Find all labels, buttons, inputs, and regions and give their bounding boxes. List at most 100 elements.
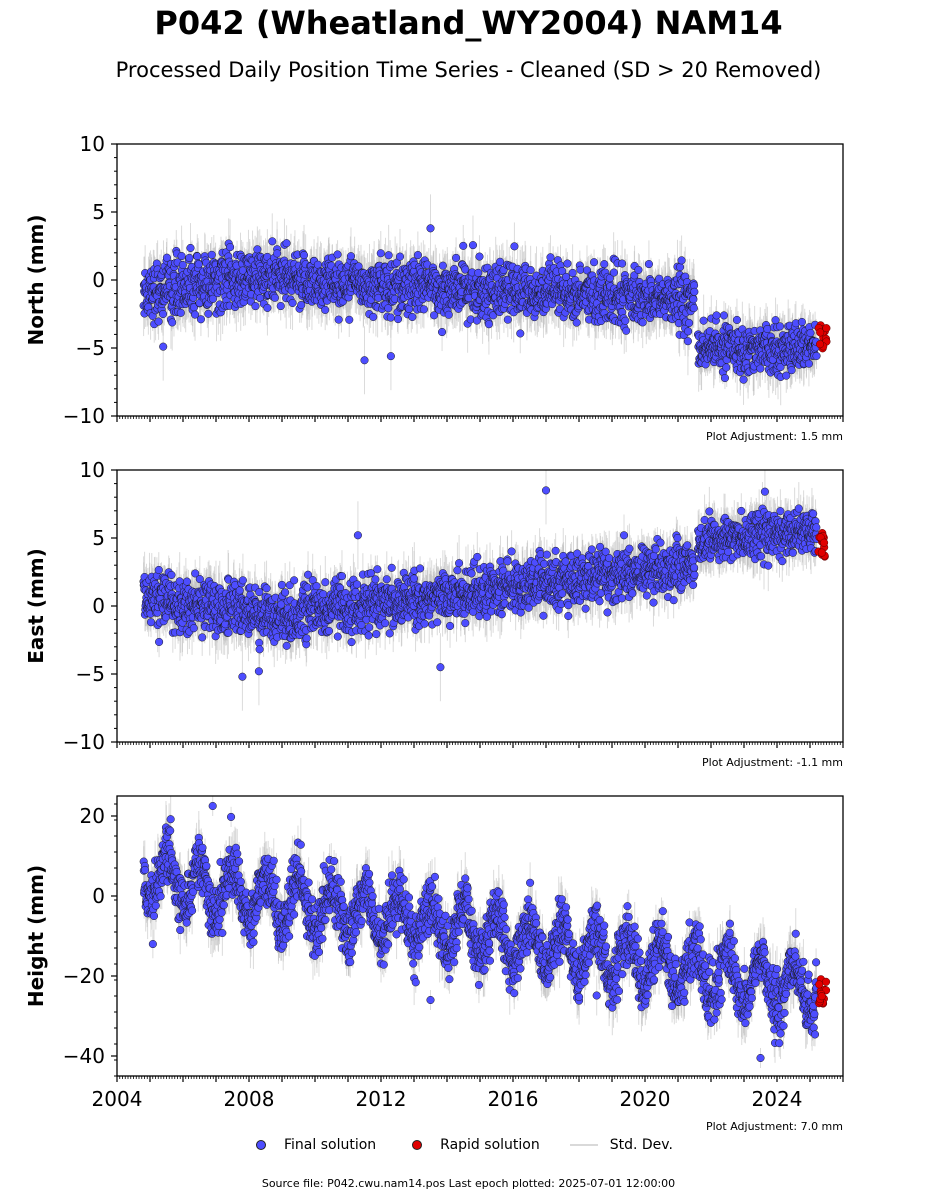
final-solution-point: [722, 363, 731, 372]
rapid-solution-point: [816, 328, 825, 337]
final-solution-point: [158, 309, 168, 319]
final-solution-point: [354, 262, 363, 271]
final-solution-point: [732, 315, 741, 324]
final-solution-point: [268, 237, 277, 246]
final-solution-point: [273, 249, 282, 258]
final-solution-point: [676, 263, 685, 272]
final-solution-point: [394, 315, 403, 324]
chart-title: P042 (Wheatland_WY2004) NAM14: [154, 4, 783, 42]
final-solution-point: [568, 268, 577, 278]
final-solution-point: [299, 251, 309, 260]
final-solution-point: [159, 342, 168, 351]
final-solution-point: [386, 352, 395, 361]
y-tick-label: 10: [80, 132, 105, 156]
final-solution-point: [177, 251, 186, 261]
final-solution-point: [204, 309, 213, 318]
final-solution-point: [510, 242, 519, 251]
final-solution-point: [756, 364, 765, 373]
rapid-solution-point: [815, 340, 825, 349]
final-solution-point: [178, 260, 187, 270]
final-solution-point: [689, 295, 698, 304]
final-solution-point: [644, 260, 653, 269]
final-solution-point: [176, 308, 185, 317]
final-solution-point: [558, 267, 567, 276]
final-solution-point: [154, 317, 163, 326]
final-solution-point: [444, 310, 453, 319]
final-solution-point: [782, 371, 791, 380]
final-solution-point: [712, 311, 721, 320]
final-solution-point: [251, 302, 260, 311]
final-solution-point: [438, 327, 447, 337]
final-solution-point: [720, 373, 729, 383]
final-solution-point: [739, 375, 748, 384]
final-solution-point: [775, 322, 785, 331]
final-solution-point: [484, 320, 493, 329]
final-solution-point: [360, 356, 369, 365]
final-solution-point: [572, 318, 581, 327]
final-solution-point: [334, 315, 343, 324]
final-solution-point: [413, 251, 422, 260]
final-solution-point: [452, 253, 461, 262]
final-solution-point: [333, 250, 342, 259]
final-solution-point: [297, 300, 306, 310]
final-solution-point: [208, 294, 218, 303]
final-solution-point: [430, 311, 439, 320]
final-solution-point: [196, 315, 205, 324]
final-solution-point: [797, 317, 806, 327]
final-solution-point: [270, 293, 279, 302]
final-solution-point: [634, 265, 643, 274]
final-solution-point: [699, 316, 708, 325]
final-solution-point: [253, 245, 262, 254]
final-solution-point: [516, 329, 525, 338]
final-solution-point: [503, 315, 512, 324]
final-solution-point: [384, 304, 393, 313]
final-solution-point: [812, 351, 821, 360]
final-solution-point: [321, 305, 330, 314]
y-tick-label: 5: [92, 200, 105, 224]
final-solution-point: [263, 303, 272, 312]
final-solution-point: [804, 359, 813, 368]
final-solution-point: [419, 305, 428, 314]
final-solution-point: [683, 337, 692, 346]
final-solution-point: [776, 363, 785, 372]
final-solution-point: [475, 252, 484, 261]
final-solution-point: [806, 328, 815, 337]
final-solution-point: [609, 268, 618, 277]
final-solution-point: [563, 259, 572, 268]
y-tick-label: −5: [76, 336, 105, 360]
y-tick-label: −10: [63, 404, 105, 428]
final-solution-point: [438, 261, 447, 270]
final-solution-point: [376, 249, 385, 258]
final-solution-point: [282, 239, 291, 248]
final-solution-point: [408, 312, 417, 322]
final-solution-point: [162, 253, 171, 262]
final-solution-point: [168, 318, 177, 327]
final-solution-point: [684, 327, 693, 336]
final-solution-point: [369, 312, 378, 321]
final-solution-point: [186, 243, 195, 253]
final-solution-point: [496, 257, 505, 266]
final-solution-point: [546, 253, 555, 262]
final-solution-point: [590, 258, 599, 267]
final-solution-point: [276, 302, 285, 311]
final-solution-point: [690, 287, 699, 296]
final-solution-point: [638, 318, 647, 327]
final-solution-point: [677, 256, 686, 265]
final-solution-point: [685, 318, 694, 328]
final-solution-point: [384, 251, 393, 260]
final-solution-point: [386, 313, 395, 322]
final-solution-point: [605, 274, 614, 283]
final-solution-point: [459, 241, 468, 250]
final-solution-point: [185, 253, 194, 262]
final-solution-point: [226, 243, 235, 252]
final-solution-point: [600, 260, 609, 269]
north-final-points: [139, 224, 831, 384]
final-solution-point: [526, 265, 535, 275]
final-solution-point: [207, 250, 216, 259]
rapid-solution-point: [822, 324, 831, 333]
chart-subtitle: Processed Daily Position Time Series - C…: [115, 58, 822, 82]
y-tick-label: 0: [92, 268, 105, 292]
final-solution-point: [288, 298, 297, 308]
final-solution-point: [719, 311, 729, 320]
